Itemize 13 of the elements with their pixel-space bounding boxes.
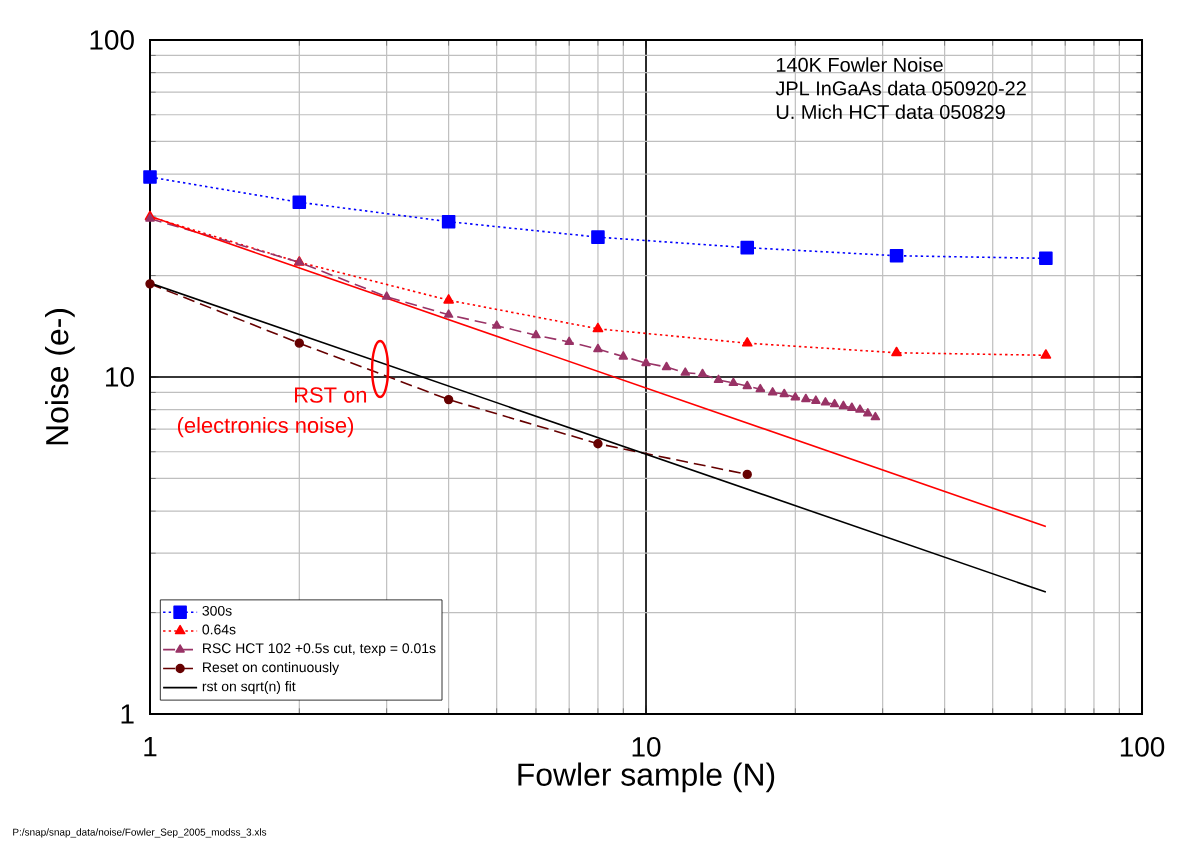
- x-axis-title: Fowler sample (N): [518, 762, 775, 793]
- annotation: JPL InGaAs data 050920-22: [775, 80, 1026, 96]
- annotation: 140K Fowler Noise: [776, 57, 943, 72]
- x-tick-label: 10: [632, 737, 661, 757]
- annotation: U. Mich HCT data 050829: [776, 104, 1005, 120]
- annotation: RST on: [295, 387, 367, 403]
- y-tick-label: 1: [121, 704, 134, 724]
- y-tick-label: 10: [106, 367, 134, 387]
- x-tick-label: 1: [144, 737, 157, 757]
- y-axis-title: Noise (e-): [45, 309, 75, 445]
- x-tick-label: 100: [1120, 737, 1165, 757]
- annotation: (electronics noise): [177, 416, 354, 438]
- y-tick-label: 100: [90, 30, 134, 50]
